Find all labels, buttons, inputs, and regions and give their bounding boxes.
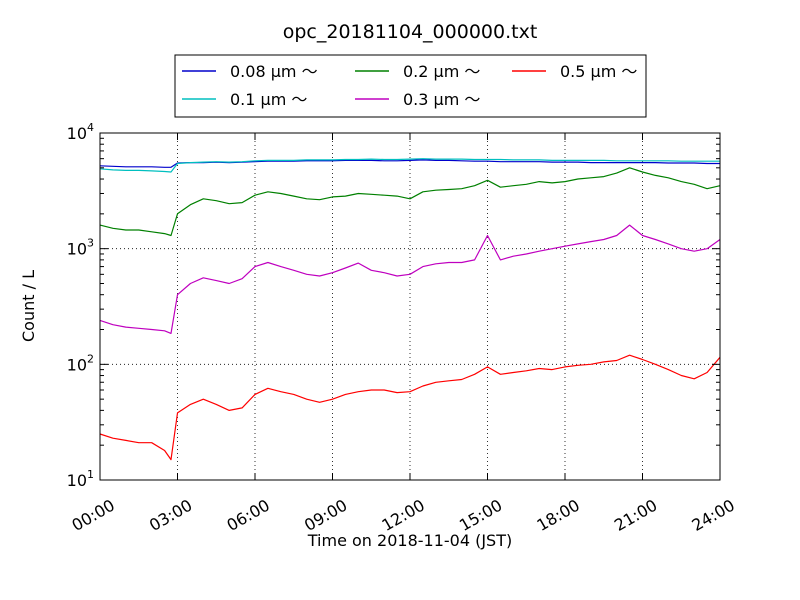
x-tick-label: 00:00	[69, 495, 118, 535]
y-tick-label: 102	[67, 352, 94, 374]
y-tick-labels: 101 102 103 104	[67, 121, 94, 490]
plot-lines	[99, 158, 721, 461]
series-line-3	[99, 224, 721, 334]
y-axis-title: Count / L	[19, 270, 38, 342]
legend-label: 0.3 μm ～	[403, 90, 480, 109]
x-tick-label: 24:00	[689, 495, 738, 535]
y-tick-label: 101	[67, 468, 94, 490]
series-line-2	[99, 167, 721, 237]
x-tick-label: 12:00	[379, 495, 428, 535]
x-tick-label: 06:00	[224, 495, 273, 535]
grid	[100, 133, 720, 480]
legend-label: 0.08 μm ～	[230, 62, 318, 81]
x-tick-labels: 00:00 03:00 06:00 09:00 12:00 15:00 18:00 21:00…	[69, 495, 738, 535]
legend-box	[174, 54, 647, 118]
ticks	[99, 132, 721, 481]
x-tick-label: 21:00	[611, 495, 660, 535]
legend-label: 0.2 μm ～	[403, 62, 480, 81]
series-line-4	[99, 354, 721, 461]
legend: 0.08 μm ～ 0.1 μm ～ 0.2 μm ～ 0.3 μm ～ 0.5 μm …	[174, 54, 647, 118]
y-tick-label: 104	[67, 121, 94, 143]
series-line-1	[99, 158, 720, 173]
x-tick-label: 03:00	[146, 495, 195, 535]
legend-label: 0.1 μm ～	[230, 90, 307, 109]
x-tick-label: 15:00	[456, 495, 505, 535]
chart-title: opc_20181104_000000.txt	[283, 21, 538, 43]
y-tick-label: 103	[67, 237, 94, 259]
x-tick-label: 18:00	[534, 495, 583, 535]
x-axis-title: Time on 2018-11-04 (JST)	[307, 531, 512, 550]
legend-label: 0.5 μm ～	[560, 62, 637, 81]
x-tick-label: 09:00	[301, 495, 350, 535]
